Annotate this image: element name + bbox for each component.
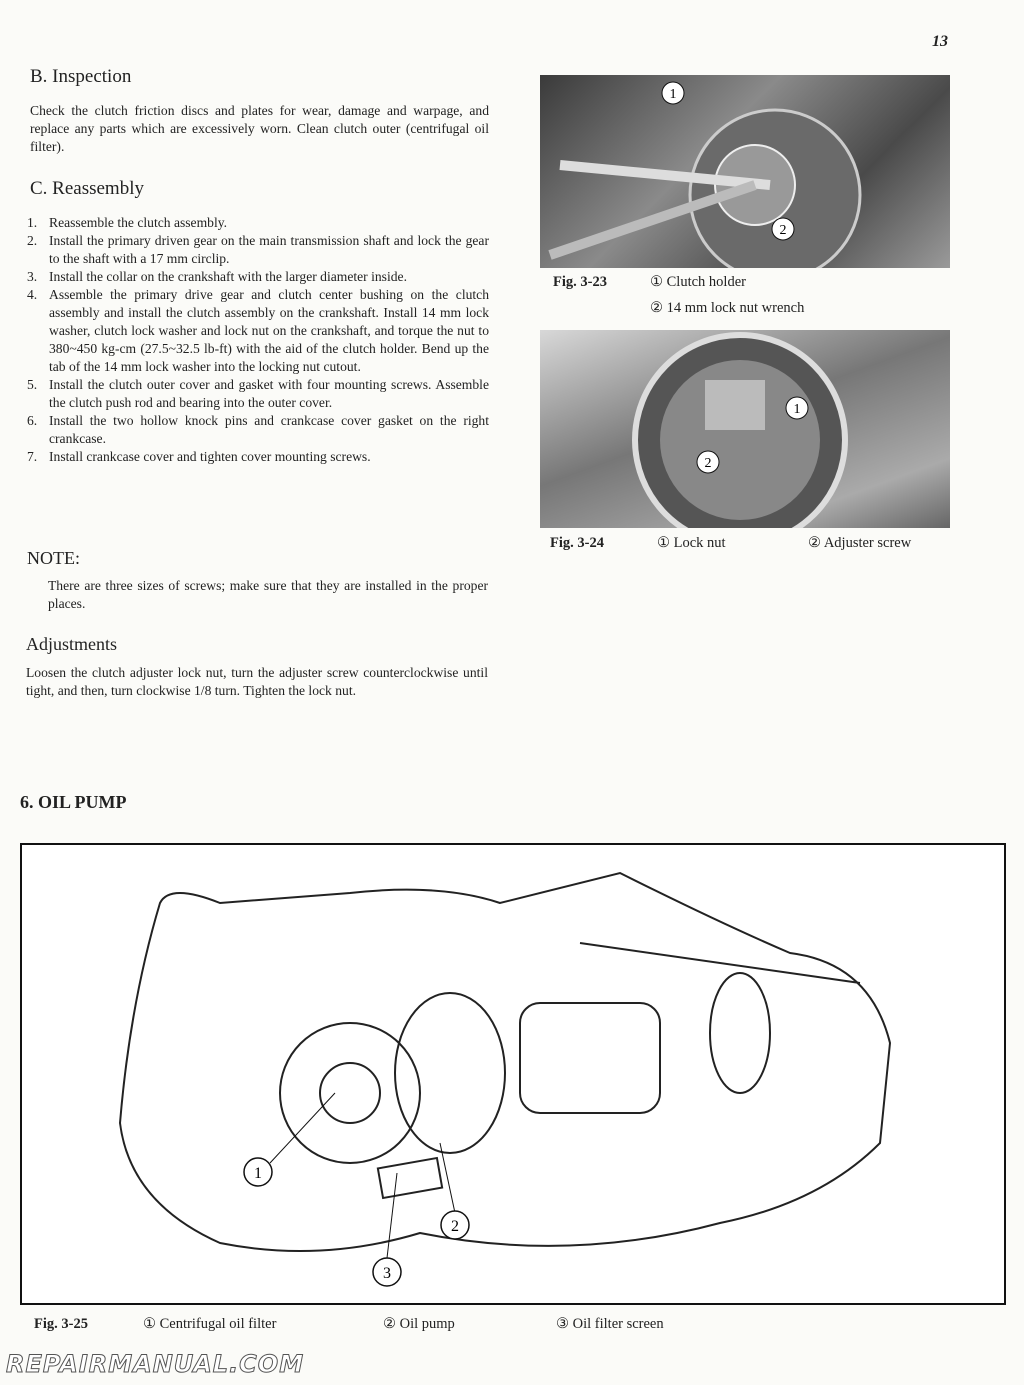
step: 1. Reassemble the clutch assembly. — [27, 214, 489, 232]
callout: 1 — [254, 1165, 262, 1182]
page-number: 13 — [932, 33, 948, 50]
step-text: Install the clutch outer cover and gaske… — [49, 377, 489, 410]
step-number: 4. — [27, 287, 38, 302]
caption-item: ② Adjuster screw — [808, 535, 912, 551]
figure-label: Fig. 3-24 — [550, 535, 604, 551]
callout: 1 — [670, 87, 677, 102]
step: 5. Install the clutch outer cover and gas… — [27, 376, 489, 412]
caption-item: ① Lock nut — [657, 535, 726, 551]
step-text: Install crankcase cover and tighten cove… — [49, 449, 371, 464]
section-heading: Adjustments — [26, 634, 118, 654]
step-list: 1. Reassemble the clutch assembly. 2. Inst… — [27, 214, 489, 466]
step-number: 1. — [27, 215, 38, 230]
callout: 2 — [705, 456, 712, 471]
diagram: 1 2 3 — [20, 843, 1006, 1305]
photo: 1 2 — [540, 75, 950, 268]
step-text: Assemble the primary drive gear and clut… — [49, 287, 489, 374]
step-text: Install the primary driven gear on the m… — [49, 233, 489, 266]
caption-item: ② Oil pump — [383, 1316, 455, 1332]
step-text: Reassemble the clutch assembly. — [49, 215, 228, 230]
photo-art: 1 2 — [632, 332, 848, 528]
step: 4. Assemble the primary drive gear and cl… — [27, 286, 489, 376]
step: 7. Install crankcase cover and tighten co… — [27, 448, 489, 466]
callout: 2 — [780, 223, 787, 238]
step-number: 3. — [27, 269, 38, 284]
step-number: 2. — [27, 233, 38, 248]
caption-item: ② 14 mm lock nut wrench — [650, 300, 805, 316]
paragraph: Loosen the clutch adjuster lock nut, tur… — [26, 665, 488, 698]
step: 3. Install the collar on the crankshaft w… — [27, 268, 489, 286]
step-number: 6. — [27, 413, 38, 428]
caption-item: ① Clutch holder — [650, 274, 746, 290]
paragraph: Check the clutch friction discs and plat… — [30, 103, 489, 154]
figure-label: Fig. 3-23 — [553, 274, 607, 290]
step: 2. Install the primary driven gear on the… — [27, 232, 489, 268]
section-heading: 6. OIL PUMP — [20, 792, 127, 812]
note-text: There are three sizes of screws; make su… — [48, 578, 488, 611]
step-number: 7. — [27, 449, 38, 464]
section-heading: C. Reassembly — [30, 178, 144, 199]
caption-item: ① Centrifugal oil filter — [143, 1316, 277, 1332]
caption-item: ③ Oil filter screen — [556, 1316, 664, 1332]
step-text: Install the two hollow knock pins and cr… — [49, 413, 489, 446]
callout: 2 — [451, 1218, 459, 1235]
watermark: REPAIRMANUAL.COM — [5, 1350, 305, 1379]
step-text: Install the collar on the crankshaft wit… — [49, 269, 407, 284]
figure-label: Fig. 3-25 — [34, 1316, 88, 1332]
step: 6. Install the two hollow knock pins and … — [27, 412, 489, 448]
note-heading: NOTE: — [27, 548, 80, 568]
section-heading: B. Inspection — [30, 66, 132, 87]
callout: 3 — [383, 1265, 391, 1282]
callout: 1 — [794, 402, 801, 417]
photo: 1 2 — [540, 330, 950, 528]
step-number: 5. — [27, 377, 38, 392]
photo-art: 1 2 — [548, 81, 862, 268]
